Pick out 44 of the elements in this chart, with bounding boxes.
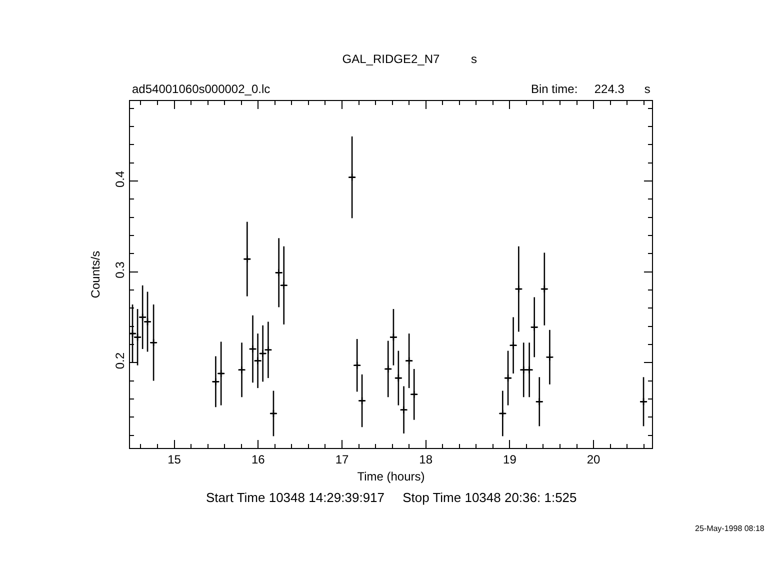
point <box>540 284 549 294</box>
point <box>216 369 226 378</box>
point <box>530 323 538 332</box>
y-axis-title: Counts/s <box>88 250 102 298</box>
text: ad54001060s000002_0.lc <box>132 82 270 96</box>
point <box>389 333 398 342</box>
point <box>410 390 418 399</box>
x-tick-label: 20 <box>586 452 601 467</box>
chart-title: GAL_RIDGE2_N7 <box>342 52 440 66</box>
x-tick-label: 15 <box>168 452 182 467</box>
point <box>509 341 518 350</box>
x-axis-title: Time (hours) <box>357 469 425 484</box>
point <box>274 268 283 277</box>
point <box>535 398 544 406</box>
point <box>358 396 366 405</box>
point <box>504 374 512 382</box>
point <box>212 378 220 386</box>
point <box>394 374 403 382</box>
x-tick-label: 17 <box>335 452 349 467</box>
x-tick-label: 19 <box>503 452 517 467</box>
y-tick-label: 0.3 <box>113 261 128 278</box>
y-tick-label: 0.2 <box>113 352 128 370</box>
point <box>269 409 278 418</box>
y-tick-label: 0.4 <box>113 170 128 188</box>
point <box>384 364 392 374</box>
point <box>498 409 507 418</box>
x-tick-label: 16 <box>251 452 266 467</box>
point <box>404 356 414 365</box>
point <box>254 356 262 365</box>
point <box>514 284 523 294</box>
text: Bin time: 224.3 s <box>531 82 650 96</box>
text: Start Time 10348 14:29:39:917 Stop Time 10348 20:36: 1:525 <box>206 490 577 505</box>
x-tick-label: 18 <box>419 452 433 467</box>
point <box>238 366 246 374</box>
point <box>348 173 356 182</box>
text: s <box>471 52 477 66</box>
point <box>280 281 288 290</box>
point <box>352 361 362 370</box>
text: 25-May-1998 08:18 <box>695 524 765 533</box>
point <box>400 406 408 414</box>
point <box>149 338 158 347</box>
point <box>546 353 554 362</box>
point <box>243 254 252 264</box>
point <box>248 344 257 354</box>
